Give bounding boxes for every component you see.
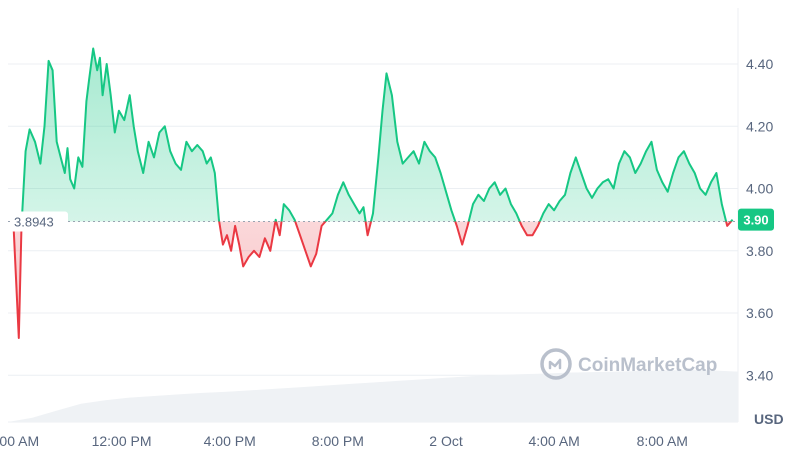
y-tick-label: 3.80	[746, 243, 773, 259]
price-line	[12, 47, 734, 339]
volume-fill	[8, 370, 738, 422]
open-price-tag-bg	[10, 211, 68, 232]
price-area	[13, 48, 733, 338]
watermark-text: CoinMarketCap	[578, 355, 717, 376]
coinmarketcap-logo-icon	[540, 348, 572, 380]
x-tick-label: 8:00 AM	[637, 433, 688, 449]
current-price-label: 3.90	[743, 213, 768, 228]
x-tick-label: 8:00 AM	[0, 433, 39, 449]
current-price-tag-bg	[738, 208, 774, 231]
y-tick-label: 3.60	[746, 305, 773, 321]
x-tick-label: 4:00 AM	[528, 433, 579, 449]
y-tick-label: 4.00	[746, 181, 773, 197]
watermark: CoinMarketCap	[540, 348, 717, 380]
x-tick-label: 2 Oct	[429, 433, 463, 449]
x-tick-label: 4:00 PM	[204, 433, 256, 449]
x-axis: 8:00 AM 12:00 PM 4:00 PM 8:00 PM 2 Oct 4:00 A…	[0, 433, 688, 449]
area-above-open	[13, 48, 733, 222]
y-tick-label: 4.40	[746, 56, 773, 72]
currency-unit-label: USD	[754, 411, 784, 427]
current-price-tag: 3.90	[738, 208, 774, 231]
x-tick-label: 12:00 PM	[92, 433, 152, 449]
open-price-tag: 3.8943	[10, 211, 68, 232]
price-line-above	[20, 47, 734, 222]
x-tick-label: 8:00 PM	[312, 433, 364, 449]
y-tick-label: 4.20	[746, 118, 773, 134]
open-price-label: 3.8943	[14, 214, 54, 229]
volume-area	[8, 370, 738, 422]
y-tick-label: 3.40	[746, 367, 773, 383]
y-axis: 4.40 4.20 4.00 3.80 3.60 3.40	[746, 56, 773, 383]
